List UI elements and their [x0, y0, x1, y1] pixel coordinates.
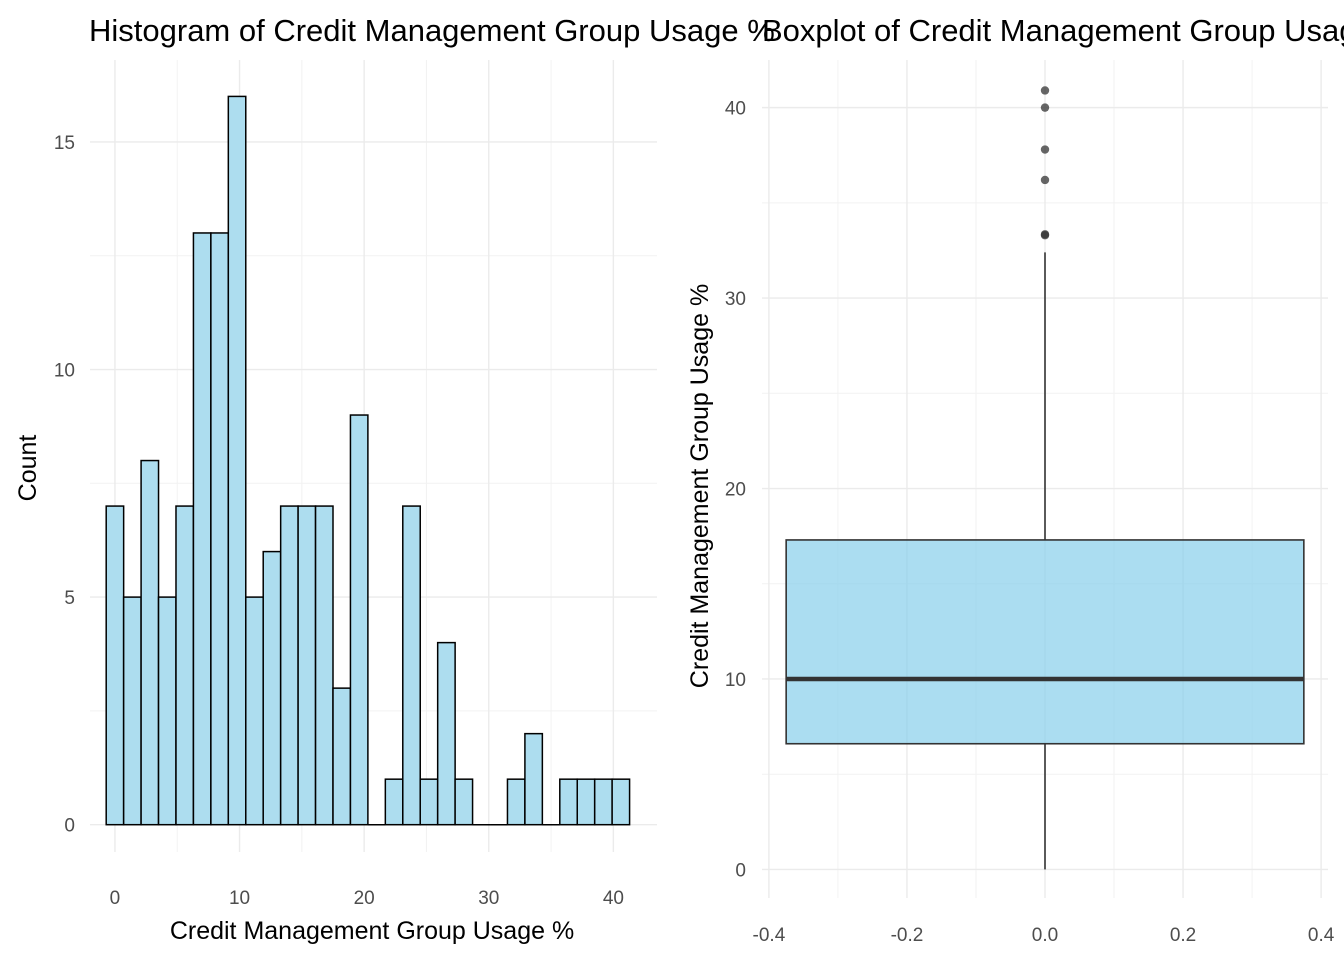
boxplot-y-tick-label: 30 — [725, 289, 746, 310]
histogram-x-tick-label: 10 — [229, 888, 250, 909]
boxplot-title: Boxplot of Credit Management Group Usage… — [762, 13, 1344, 48]
histogram-bar — [332, 687, 352, 826]
histogram-y-axis-title: Count — [14, 435, 42, 502]
boxplot-outlier-point — [1040, 230, 1050, 239]
boxplot-y-tick-labels: 0 10 20 30 40 — [725, 99, 746, 882]
histogram-bar — [122, 596, 142, 826]
histogram-bar — [454, 778, 474, 826]
histogram-bar — [349, 414, 369, 826]
histogram-bar — [593, 778, 613, 826]
histogram-bar — [611, 778, 631, 826]
histogram-bar — [524, 732, 544, 826]
histogram-bar — [506, 778, 526, 826]
boxplot-box — [785, 539, 1305, 745]
histogram-bar — [262, 550, 282, 826]
boxplot-x-tick-label: 0.2 — [1170, 925, 1196, 946]
boxplot-y-tick-label: 10 — [725, 670, 746, 691]
histogram-bar — [314, 505, 334, 826]
histogram-x-axis-title: Credit Management Group Usage % — [170, 917, 574, 945]
histogram-bar — [192, 232, 212, 826]
histogram-bar — [576, 778, 596, 826]
histogram-title: Histogram of Credit Management Group Usa… — [89, 13, 775, 48]
histogram-bars — [105, 95, 631, 826]
boxplot-y-tick-label: 20 — [725, 480, 746, 501]
histogram-x-tick-label: 40 — [603, 888, 624, 909]
histogram-y-tick-label: 10 — [54, 361, 75, 382]
histogram-bar — [140, 459, 160, 826]
boxplot-outlier-point — [1040, 103, 1050, 112]
histogram-bar — [105, 505, 125, 826]
histogram-x-tick-label: 0 — [110, 888, 121, 909]
histogram-y-tick-label: 5 — [64, 588, 75, 609]
boxplot-x-tick-label: 0.0 — [1032, 925, 1058, 946]
histogram-bar — [436, 641, 456, 826]
histogram-bar — [384, 778, 404, 826]
histogram-panel: 0 5 10 15 0 10 20 30 40 Count Credit Management… — [14, 13, 775, 945]
boxplot-x-tick-label: -0.2 — [891, 925, 924, 946]
boxplot-outlier-point — [1040, 175, 1050, 185]
histogram-x-tick-label: 30 — [478, 888, 499, 909]
histogram-bar — [210, 232, 230, 826]
histogram-bar — [402, 505, 421, 826]
histogram-bar — [297, 505, 317, 826]
histogram-y-tick-label: 15 — [54, 133, 75, 154]
boxplot-panel: 0 10 20 30 40 -0.4 -0.2 0.0 0.2 0.4 Credit Manag… — [686, 13, 1344, 946]
histogram-y-tick-label: 0 — [64, 816, 75, 837]
histogram-bar — [227, 95, 247, 826]
boxplot-outlier-point — [1040, 145, 1050, 154]
histogram-x-tick-labels: 0 10 20 30 40 — [110, 888, 624, 909]
boxplot-x-tick-labels: -0.4 -0.2 0.0 0.2 0.4 — [753, 925, 1335, 946]
histogram-bar — [245, 596, 264, 826]
histogram-x-tick-label: 20 — [354, 888, 375, 909]
boxplot-outlier-point — [1040, 86, 1050, 95]
histogram-y-tick-labels: 0 5 10 15 — [54, 133, 75, 837]
boxplot-x-tick-label: -0.4 — [753, 925, 786, 946]
boxplot-y-tick-label: 0 — [735, 860, 746, 881]
boxplot-y-tick-label: 40 — [725, 99, 746, 120]
histogram-bar — [559, 778, 578, 826]
histogram-bar — [279, 505, 299, 826]
boxplot-y-axis-title: Credit Management Group Usage % — [686, 284, 714, 688]
histogram-bar — [175, 505, 195, 826]
histogram-bar — [157, 596, 177, 826]
histogram-bar — [419, 778, 439, 826]
boxplot-x-tick-label: 0.4 — [1308, 925, 1335, 946]
boxplot-marks — [785, 86, 1305, 870]
